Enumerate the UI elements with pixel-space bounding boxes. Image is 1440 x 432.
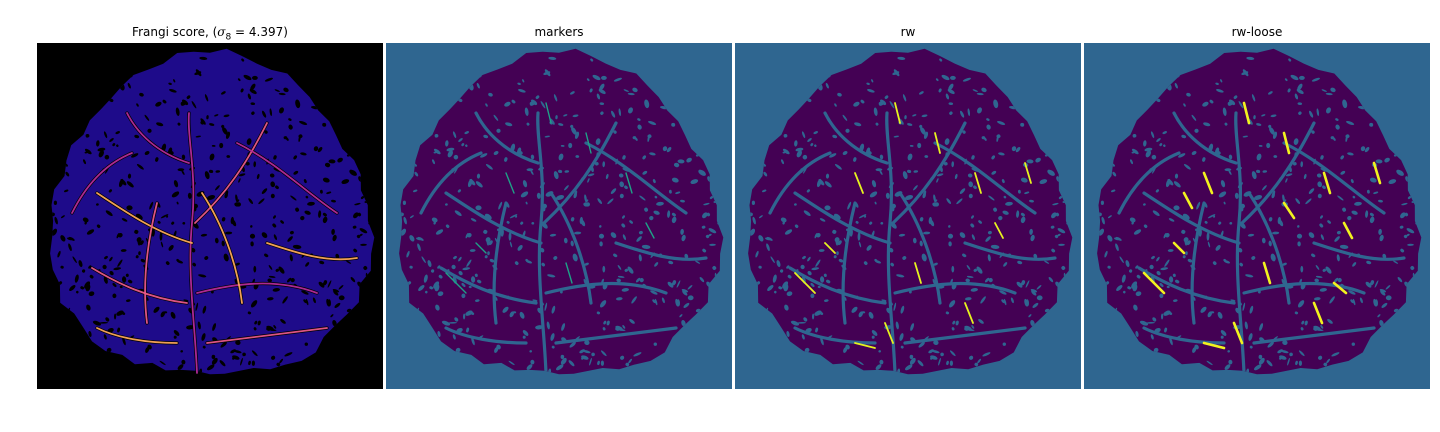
vessel-highlight xyxy=(187,112,198,374)
vessel-segment xyxy=(1322,171,1332,195)
rw-panel-title: rw xyxy=(900,25,916,39)
vessel-segment xyxy=(1142,271,1166,295)
rw-canvas xyxy=(735,43,1081,389)
vessel-segment xyxy=(1372,161,1382,185)
markers-canvas xyxy=(386,43,732,389)
markers-panel-title: markers xyxy=(534,25,584,39)
vessel-segment xyxy=(1182,191,1194,210)
vessel-highlight xyxy=(194,122,268,224)
vessel-segment xyxy=(854,342,876,349)
vessel-segment xyxy=(1242,101,1251,125)
rw-loose-disk xyxy=(1097,48,1422,375)
vessel-segment xyxy=(794,272,816,294)
vessel-segment xyxy=(894,102,901,124)
frangi-score-image xyxy=(37,43,383,389)
vessel-segment xyxy=(505,172,515,194)
vessel-segment xyxy=(824,242,836,254)
vessel-segment xyxy=(1024,162,1032,184)
vessel-segment xyxy=(445,272,467,294)
vessel-segment xyxy=(1262,261,1272,285)
vessel-segment xyxy=(625,172,633,194)
texture-speckles xyxy=(748,55,1073,375)
vessel-segment xyxy=(1332,281,1348,295)
vessel-segment xyxy=(1232,321,1244,345)
markers-image xyxy=(386,43,732,389)
rw-loose-panel-title: rw-loose xyxy=(1231,25,1283,39)
rw-vessels xyxy=(794,102,1032,349)
vessel-highlight xyxy=(91,267,188,304)
vessel-highlight xyxy=(96,327,178,344)
vessel-highlight xyxy=(201,192,243,304)
vessel-segment xyxy=(1342,221,1354,240)
vessel-highlight xyxy=(236,142,338,214)
rw-loose-vessels xyxy=(1142,101,1382,350)
vessel-segment xyxy=(884,322,894,344)
vessel-segment xyxy=(1202,341,1226,350)
vessel-highlight xyxy=(144,202,158,324)
vessel-segment xyxy=(1282,201,1296,220)
vessel-highlight xyxy=(196,282,318,294)
vessel-highlight xyxy=(126,112,190,164)
vessel-highlight xyxy=(266,242,358,261)
vessel-segment xyxy=(934,132,941,154)
frangi-panel-title: Frangi score, (σ8 = 4.397) xyxy=(132,25,288,43)
vessel-segment xyxy=(1312,301,1324,325)
frangi-score-canvas xyxy=(37,43,383,389)
vessel-segment xyxy=(1282,131,1291,155)
vessel-highlight xyxy=(206,327,328,344)
rw-image xyxy=(735,43,1081,389)
vessel-segment xyxy=(1202,171,1214,195)
vessel-segment xyxy=(914,262,922,284)
vessel-segment xyxy=(854,172,864,194)
texture-speckles xyxy=(1097,55,1422,375)
markers-vessels xyxy=(445,102,655,294)
vessel-segment xyxy=(475,242,487,254)
rw-loose-canvas xyxy=(1084,43,1430,389)
rw-loose-image xyxy=(1084,43,1430,389)
vessel-segment xyxy=(964,302,974,324)
vessel-segment xyxy=(645,222,655,239)
frangi-vessels xyxy=(71,112,358,374)
texture-speckles xyxy=(399,55,724,375)
vessel-segment xyxy=(994,222,1004,239)
vessel-segment xyxy=(565,262,573,284)
vessel-segment xyxy=(1172,241,1186,255)
vessel-highlight xyxy=(71,152,133,214)
markers-disk xyxy=(399,48,724,375)
vessel-highlight xyxy=(96,192,193,244)
vessel-segment xyxy=(974,172,982,194)
rw-disk xyxy=(748,48,1073,375)
vessel-segment xyxy=(545,102,552,124)
vessel-segment xyxy=(585,132,592,154)
